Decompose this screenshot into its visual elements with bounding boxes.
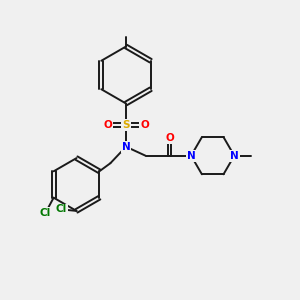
Text: N: N bbox=[230, 151, 239, 161]
Text: O: O bbox=[140, 120, 149, 130]
Text: S: S bbox=[122, 120, 130, 130]
Text: Cl: Cl bbox=[40, 208, 51, 218]
Text: O: O bbox=[103, 120, 112, 130]
Text: O: O bbox=[165, 133, 174, 143]
Text: Cl: Cl bbox=[56, 204, 67, 214]
Text: N: N bbox=[122, 142, 130, 152]
Text: N: N bbox=[187, 151, 196, 161]
